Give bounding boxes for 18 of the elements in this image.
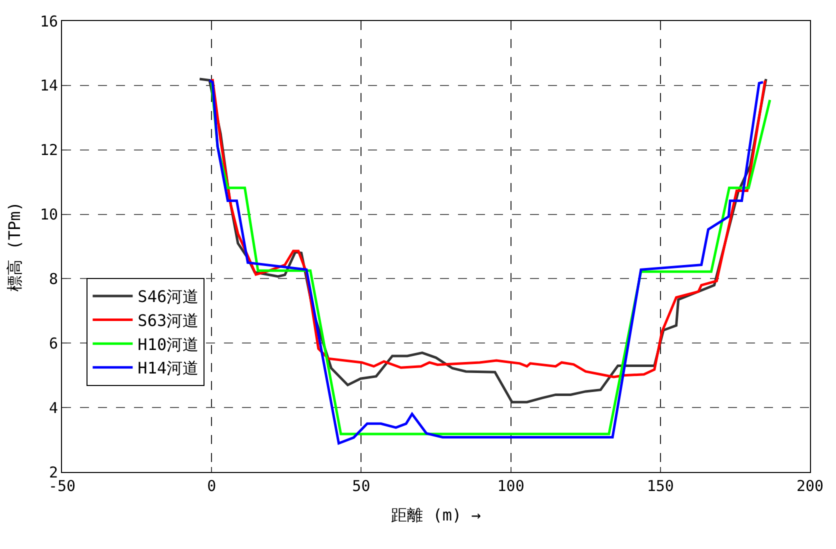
x-tick-label: 50	[352, 477, 370, 495]
y-tick-label: 14	[40, 76, 58, 95]
x-tick-label: 0	[207, 477, 216, 495]
x-tick-label: 150	[646, 477, 674, 495]
legend-label: S63河道	[138, 311, 199, 330]
x-tick-label: 200	[796, 477, 824, 495]
x-tick-label: 100	[497, 477, 524, 495]
y-tick-label: 16	[40, 12, 58, 30]
x-axis-title: 距離 (m) →	[391, 506, 482, 525]
y-axis-title: 標高 (TPm)	[4, 202, 24, 292]
legend-label: H10河道	[138, 334, 199, 354]
y-tick-label: 8	[48, 270, 58, 288]
y-tick-label: 6	[48, 334, 58, 352]
legend-label: H14河道	[138, 358, 199, 378]
legend-label: S46河道	[138, 287, 199, 306]
y-tick-label: 10	[40, 206, 58, 224]
y-tick-label: 4	[48, 398, 58, 417]
y-tick-label: 12	[40, 141, 58, 160]
